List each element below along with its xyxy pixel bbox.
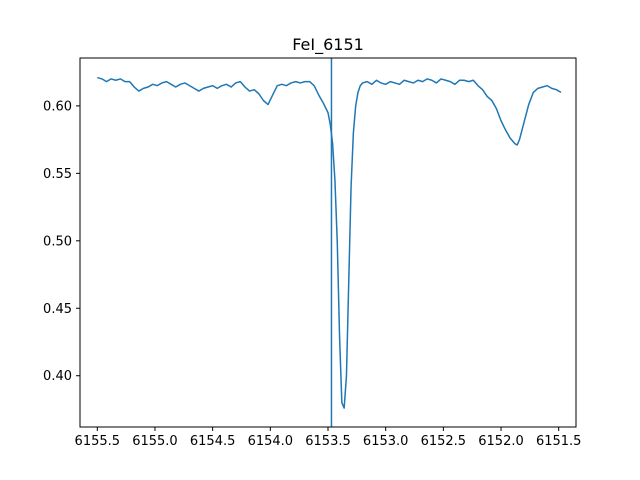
x-tick-label: 6152.0: [478, 434, 524, 449]
plot-area: [97, 58, 562, 427]
x-tick-label: 6153.5: [305, 434, 351, 449]
x-tick-label: 6153.0: [363, 434, 409, 449]
y-tick-label: 0.60: [43, 99, 72, 114]
x-tick-label: 6154.0: [248, 434, 294, 449]
y-tick-label: 0.40: [43, 369, 72, 384]
x-axis: 6155.5 6155.0 6154.5 6154.0 6153.5 6153.0 6152…: [75, 427, 582, 449]
x-tick-label: 6152.5: [421, 434, 467, 449]
x-tick-label: 6155.0: [132, 434, 178, 449]
y-tick-label: 0.45: [43, 302, 72, 317]
spectrum-line: [97, 76, 562, 409]
x-tick-label: 6151.5: [536, 434, 582, 449]
y-tick-label: 0.55: [43, 167, 72, 182]
y-axis: 0.40 0.45 0.50 0.55 0.60: [43, 99, 80, 384]
y-tick-label: 0.50: [43, 234, 72, 249]
x-tick-label: 6154.5: [190, 434, 236, 449]
x-tick-label: 6155.5: [75, 434, 121, 449]
chart-title: FeI_6151: [292, 35, 364, 55]
